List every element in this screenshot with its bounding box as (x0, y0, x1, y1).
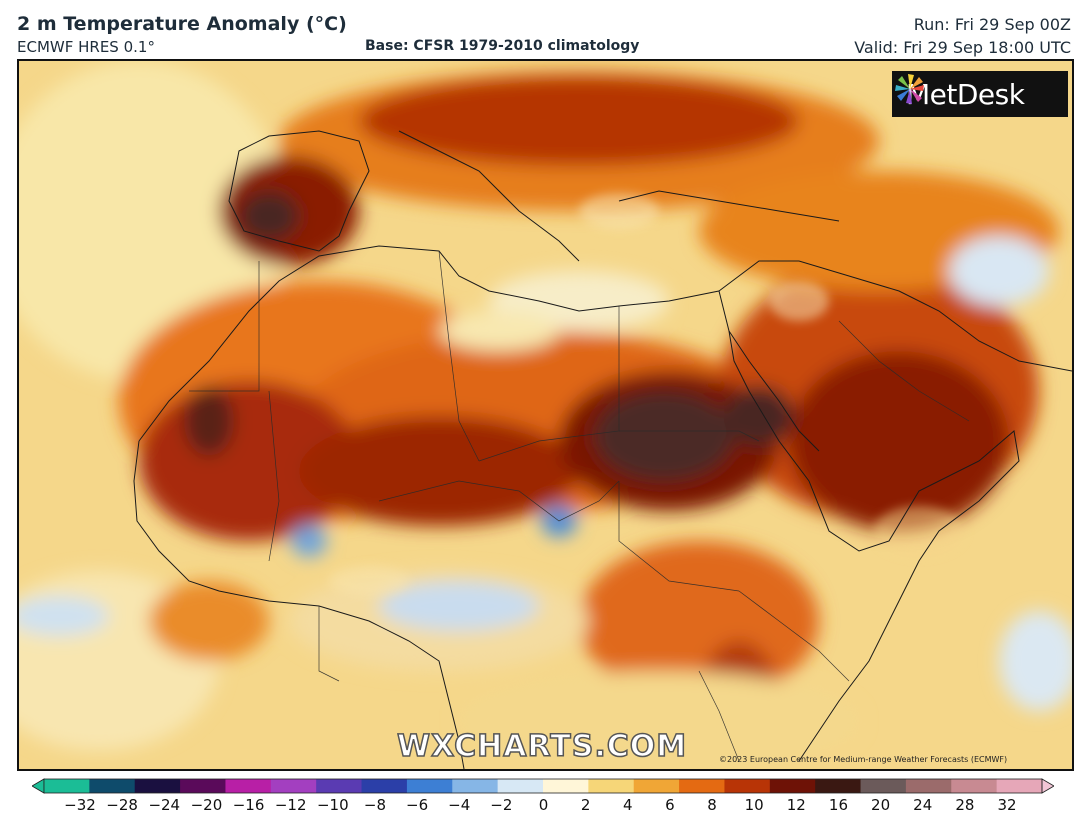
colorbar-tick-label: 4 (622, 796, 633, 814)
colorbar-tick-label: −10 (316, 796, 349, 814)
colorbar-tick-label: 8 (707, 796, 717, 814)
map-canvas (19, 61, 1072, 769)
colorbar-segment (905, 779, 952, 793)
colorbar-segment (316, 779, 363, 793)
colorbar-segment (89, 779, 136, 793)
metdesk-logo: MetDesk (892, 71, 1068, 117)
model-label: ECMWF HRES 0.1° (17, 38, 155, 56)
colorbar-segment (679, 779, 725, 793)
anomaly-texture (329, 193, 964, 596)
coastlines (133, 130, 1072, 769)
ecmwf-copyright: ©2023 European Centre for Medium-range W… (719, 755, 1008, 764)
colorbar-tick-label: −8 (363, 796, 387, 814)
colorbar-tick-label: 0 (538, 796, 549, 814)
colorbar-tick-label: −4 (448, 796, 471, 814)
colorbar-segment (951, 779, 998, 793)
colorbar-segment (270, 779, 317, 793)
colorbar-tick-label: 6 (665, 796, 675, 814)
colorbar-segment (406, 779, 453, 793)
colorbar-segment (180, 779, 226, 793)
colorbar-segment (633, 779, 680, 793)
colorbar-tick-label: −16 (232, 796, 265, 814)
colorbar-segment (815, 779, 862, 793)
colorbar-segment (724, 779, 771, 793)
colorbar-segment (361, 779, 408, 793)
country-borders (189, 250, 970, 762)
colorbar-max-arrow (1041, 778, 1054, 794)
colorbar-segment (996, 779, 1043, 793)
colorbar-segment (769, 779, 816, 793)
colorbar-segment (44, 779, 90, 793)
colorbar-segment (452, 779, 499, 793)
colorbar-tick-label: 24 (913, 796, 933, 814)
colorbar-tick-label: −24 (148, 796, 181, 814)
colorbar-tick-label: 32 (997, 796, 1017, 814)
colorbar-tick-label: −20 (190, 796, 223, 814)
colorbar-segment (543, 779, 589, 793)
metdesk-logo-text: MetDesk (906, 77, 1025, 111)
colorbar-tick-label: −12 (274, 796, 307, 814)
base-climatology-label: Base: CFSR 1979-2010 climatology (365, 38, 640, 54)
colorbar-tick-label: 12 (786, 796, 806, 814)
metdesk-logo-icon (895, 74, 924, 104)
wxcharts-watermark: WXCHARTS.COM (396, 728, 688, 765)
colorbar-tick-label: −28 (106, 796, 138, 814)
colorbar-tick-label: 16 (828, 796, 848, 814)
colorbar-tick-label: 10 (744, 796, 764, 814)
colorbar-tick-label: 28 (955, 796, 975, 814)
color-scale-bar (32, 778, 1054, 794)
colorbar-segment (225, 779, 272, 793)
colorbar-segment (588, 779, 635, 793)
colorbar-tick-label: −2 (490, 796, 513, 814)
chart-title: 2 m Temperature Anomaly (°C) (17, 13, 347, 35)
anomaly-map: MetDesk WXCHARTS.COM ©2023 European Cent… (17, 59, 1074, 771)
colorbar-tick-label: 2 (580, 796, 591, 814)
colorbar-segment (134, 779, 181, 793)
colorbar-segment (860, 779, 907, 793)
color-scale-ticks: −32 −28 −24 −20 −16 −12 −10 −8 −6 −4 −2 0 2 4 6 8 10 12 16… (0, 796, 1088, 820)
valid-time-label: Valid: Fri 29 Sep 18:00 UTC (854, 38, 1071, 57)
colorbar-tick-label: −6 (406, 796, 429, 814)
colorbar-tick-label: 20 (871, 796, 891, 814)
colorbar-min-arrow (32, 778, 45, 794)
run-time-label: Run: Fri 29 Sep 00Z (913, 15, 1071, 34)
colorbar-border (43, 778, 1043, 794)
colorbar-segment (497, 779, 544, 793)
colorbar-tick-label: −32 (64, 796, 96, 814)
